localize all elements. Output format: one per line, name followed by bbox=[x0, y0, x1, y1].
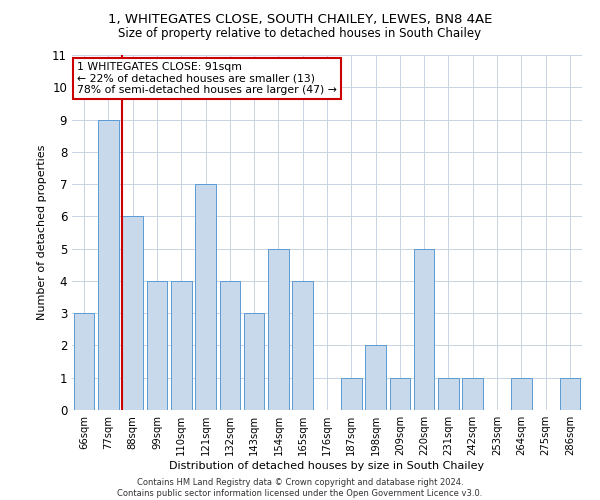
Text: Contains HM Land Registry data © Crown copyright and database right 2024.
Contai: Contains HM Land Registry data © Crown c… bbox=[118, 478, 482, 498]
Bar bbox=[244, 313, 265, 410]
Bar bbox=[268, 248, 289, 410]
Bar bbox=[292, 281, 313, 410]
X-axis label: Distribution of detached houses by size in South Chailey: Distribution of detached houses by size … bbox=[169, 461, 485, 471]
Bar bbox=[389, 378, 410, 410]
Bar bbox=[341, 378, 362, 410]
Bar bbox=[146, 281, 167, 410]
Bar bbox=[511, 378, 532, 410]
Bar bbox=[414, 248, 434, 410]
Bar bbox=[560, 378, 580, 410]
Bar bbox=[195, 184, 216, 410]
Bar bbox=[74, 313, 94, 410]
Text: 1 WHITEGATES CLOSE: 91sqm
← 22% of detached houses are smaller (13)
78% of semi-: 1 WHITEGATES CLOSE: 91sqm ← 22% of detac… bbox=[77, 62, 337, 96]
Bar bbox=[122, 216, 143, 410]
Text: 1, WHITEGATES CLOSE, SOUTH CHAILEY, LEWES, BN8 4AE: 1, WHITEGATES CLOSE, SOUTH CHAILEY, LEWE… bbox=[108, 12, 492, 26]
Bar bbox=[438, 378, 459, 410]
Bar bbox=[171, 281, 191, 410]
Bar bbox=[463, 378, 483, 410]
Bar bbox=[220, 281, 240, 410]
Bar bbox=[98, 120, 119, 410]
Y-axis label: Number of detached properties: Number of detached properties bbox=[37, 145, 47, 320]
Bar bbox=[365, 346, 386, 410]
Text: Size of property relative to detached houses in South Chailey: Size of property relative to detached ho… bbox=[118, 28, 482, 40]
